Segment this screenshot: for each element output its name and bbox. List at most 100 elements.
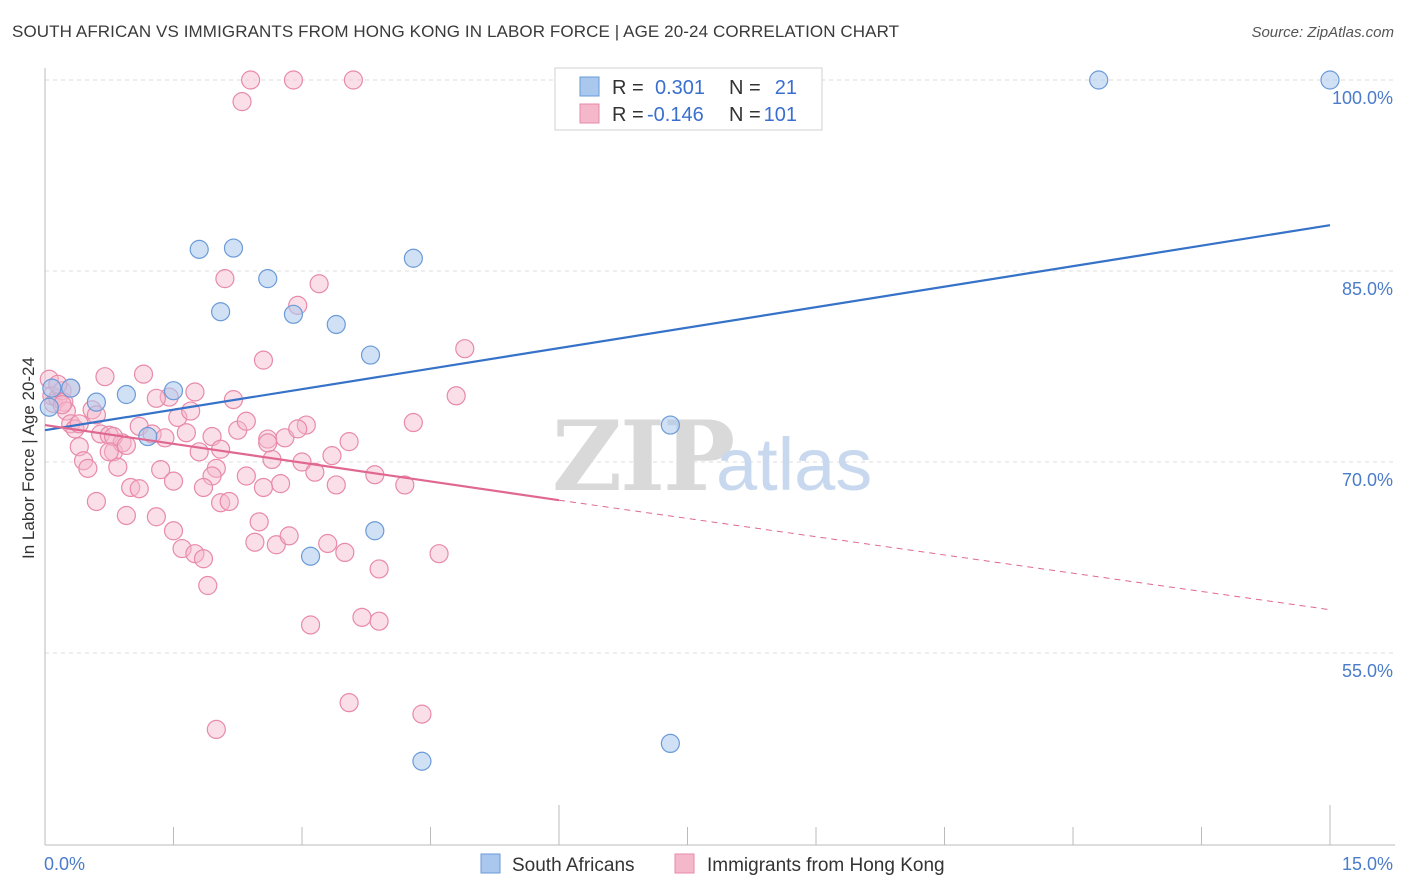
hong-kong-point (133, 364, 154, 384)
hong-kong-point (108, 457, 128, 477)
series-legend: South Africans Immigrants from Hong Kong (480, 853, 945, 876)
legend-n-value-2: 101 (764, 104, 797, 126)
bottom-legend-swatch-pink (674, 853, 695, 874)
watermark: ZIP atlas (552, 400, 872, 513)
hong-kong-point (116, 435, 136, 456)
hong-kong-point (395, 475, 415, 495)
trend-lines (44, 224, 1331, 611)
series-south-africans-points (39, 70, 1340, 771)
hong-kong-point (151, 460, 171, 480)
hong-kong-point (253, 477, 274, 498)
south-africans-trend-line (44, 224, 1331, 432)
south-africans-point (300, 546, 321, 566)
south-africans-point (283, 304, 304, 324)
south-africans-point (189, 239, 209, 259)
hong-kong-point (176, 423, 196, 443)
legend-r-value-2: -0.146 (647, 104, 704, 126)
south-africans-point (211, 302, 231, 322)
south-africans-point (660, 415, 680, 435)
hong-kong-point (163, 521, 184, 541)
hong-kong-point (232, 92, 252, 112)
grid-lines (45, 79, 1395, 654)
bottom-legend-swatch-blue (480, 853, 501, 874)
hong-kong-point (446, 386, 466, 406)
hong-kong-point (279, 526, 299, 546)
watermark-atlas: atlas (716, 423, 872, 506)
south-africans-point (660, 733, 680, 754)
hong-kong-point (305, 462, 325, 482)
hong-kong-point (189, 442, 209, 462)
legend-r-value-1: 0.301 (655, 77, 705, 99)
hong-kong-point (343, 70, 363, 90)
south-africans-point (163, 381, 184, 401)
hong-kong-point (241, 70, 261, 90)
y-tick-label: 55.0% (1342, 661, 1393, 681)
south-africans-point (116, 384, 136, 405)
hong-kong-point (283, 70, 304, 90)
legend-swatch-pink (579, 103, 600, 124)
legend-swatch-blue (579, 76, 600, 97)
bottom-legend-label-south-africans: South Africans (512, 855, 635, 876)
hong-kong-trend-line (44, 423, 560, 502)
south-africans-point (365, 521, 385, 541)
hong-kong-point (206, 719, 226, 740)
hong-kong-point (335, 542, 355, 563)
legend-n-label-2: N = (729, 104, 761, 126)
hong-kong-point (249, 512, 269, 532)
south-africans-point (39, 397, 59, 417)
hong-kong-point (403, 412, 423, 433)
south-africans-point (86, 392, 107, 412)
hong-kong-trend-line (558, 499, 1331, 611)
hong-kong-point (369, 559, 389, 579)
hong-kong-point (369, 611, 389, 631)
hong-kong-point (95, 367, 115, 387)
axes (44, 68, 1395, 846)
hong-kong-point (236, 411, 256, 431)
tick-labels: 100.0% 85.0% 70.0% 55.0% 0.0% 15.0% (44, 88, 1393, 874)
chart-source: Source: ZipAtlas.com (1251, 24, 1394, 41)
south-africans-point (258, 269, 278, 289)
hong-kong-point (185, 382, 205, 402)
hong-kong-point (193, 477, 214, 498)
bottom-legend-label-hong-kong: Immigrants from Hong Kong (707, 855, 945, 876)
hong-kong-point (322, 446, 342, 466)
hong-kong-point (146, 507, 166, 527)
hong-kong-point (352, 607, 372, 627)
south-africans-point (403, 248, 423, 268)
y-tick-label: 70.0% (1342, 470, 1393, 490)
hong-kong-point (326, 475, 346, 495)
correlation-legend: R = 0.301 N = 21 R = -0.146 N = 101 (554, 67, 823, 131)
hong-kong-point (146, 388, 166, 408)
hong-kong-point (116, 505, 136, 526)
hong-kong-point (339, 693, 359, 713)
y-tick-label: 100.0% (1332, 88, 1393, 108)
hong-kong-point (78, 458, 98, 478)
hong-kong-point (253, 350, 274, 370)
south-africans-point (223, 238, 244, 258)
hong-kong-point (339, 432, 359, 452)
legend-n-label-1: N = (729, 77, 761, 99)
hong-kong-point (181, 401, 201, 421)
hong-kong-point (193, 549, 214, 569)
south-africans-point (1320, 70, 1340, 90)
hong-kong-point (245, 532, 265, 552)
legend-r-label-2: R = (612, 104, 644, 126)
legend-r-label-1: R = (612, 77, 644, 99)
hong-kong-point (236, 466, 256, 486)
south-africans-point (42, 378, 62, 398)
hong-kong-point (429, 544, 449, 564)
south-africans-point (412, 751, 432, 771)
hong-kong-point (219, 491, 239, 512)
x-tick-label: 0.0% (44, 854, 85, 874)
hong-kong-point (86, 491, 107, 512)
south-africans-point (138, 426, 158, 447)
hong-kong-point (300, 615, 321, 635)
hong-kong-point (309, 274, 329, 294)
hong-kong-point (172, 538, 192, 559)
hong-kong-point (455, 339, 475, 359)
legend-n-value-1: 21 (775, 77, 797, 99)
hong-kong-point (412, 704, 432, 724)
south-africans-point (1089, 70, 1109, 90)
y-axis-label: In Labor Force | Age 20-24 (19, 357, 38, 559)
